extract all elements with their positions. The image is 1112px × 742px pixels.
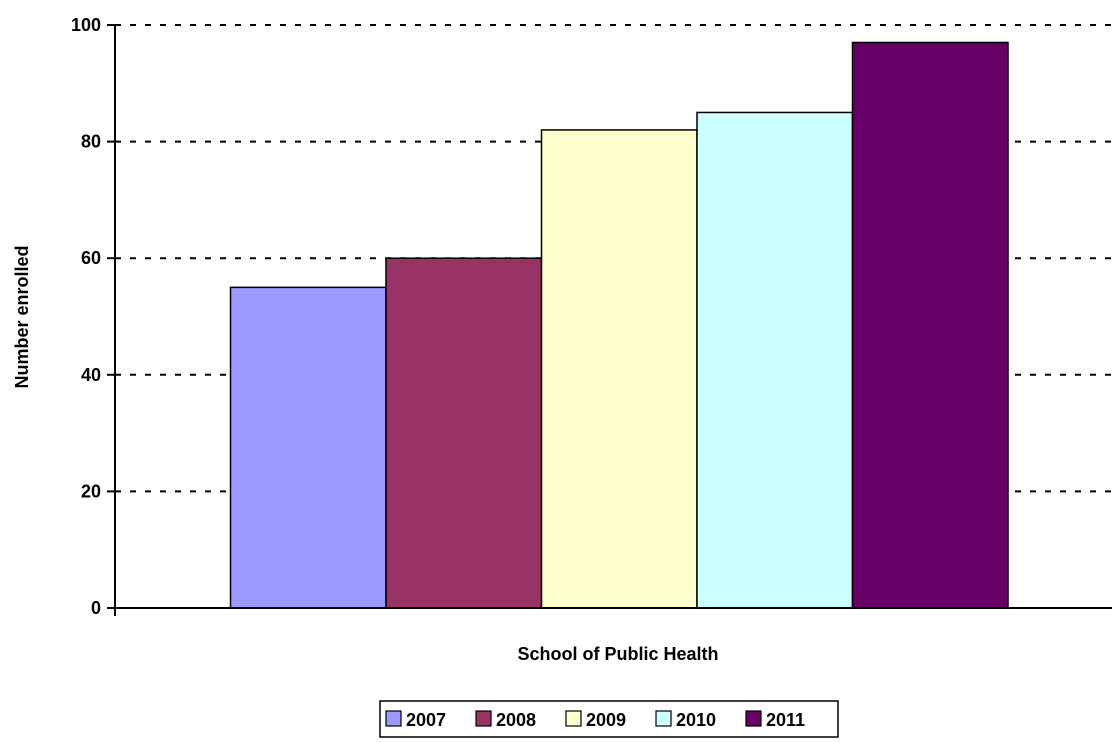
bar-2007 xyxy=(229,286,387,609)
legend-label-2008: 2008 xyxy=(496,710,536,730)
legend-label-2009: 2009 xyxy=(586,710,626,730)
y-tick-label: 80 xyxy=(81,132,101,152)
legend-label-2011: 2011 xyxy=(766,710,805,730)
y-tick-label: 100 xyxy=(71,15,101,35)
y-tick-labels: 0 20 40 60 80 100 xyxy=(71,15,115,618)
legend-label-2007: 2007 xyxy=(406,710,446,730)
legend-swatch-2011 xyxy=(745,710,762,727)
y-tick-label: 60 xyxy=(81,248,101,268)
y-tick-label: 40 xyxy=(81,365,101,385)
legend-swatch-2010 xyxy=(655,710,672,727)
legend: 2007 2008 2009 2010 2011 xyxy=(379,700,839,738)
legend-swatch-2009 xyxy=(565,710,582,727)
y-tick-label: 0 xyxy=(91,598,101,618)
bar-2010 xyxy=(696,111,854,609)
bar-2011 xyxy=(851,41,1009,609)
x-axis-title: School of Public Health xyxy=(517,644,718,664)
bar-2008 xyxy=(385,257,543,609)
y-tick-label: 20 xyxy=(81,481,101,501)
legend-swatch-2007 xyxy=(385,710,402,727)
legend-label-2010: 2010 xyxy=(676,710,716,730)
axes xyxy=(114,25,1112,616)
bars xyxy=(229,41,1009,609)
bar-2009 xyxy=(540,129,698,609)
legend-frame xyxy=(379,700,839,738)
legend-swatch-2008 xyxy=(475,710,492,727)
y-axis-title: Number enrolled xyxy=(12,245,32,388)
